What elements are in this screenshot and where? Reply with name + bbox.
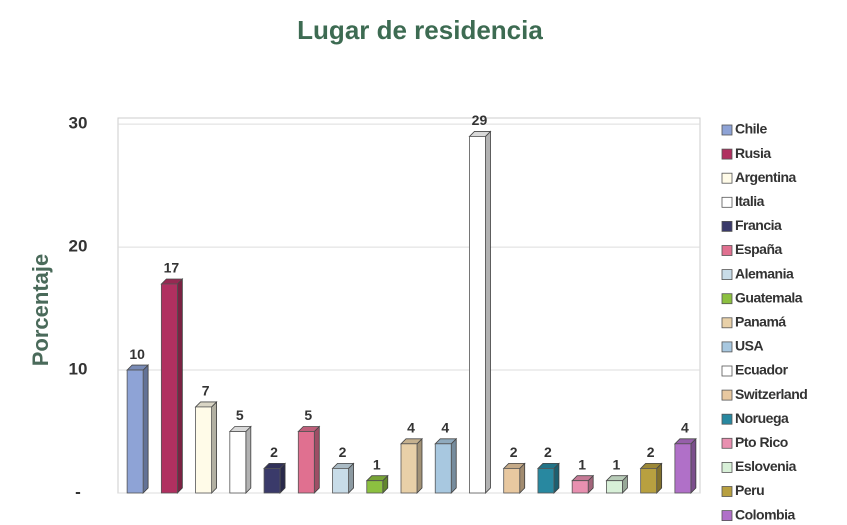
legend-swatch	[721, 317, 733, 329]
legend-label: Francia	[735, 217, 782, 233]
legend-swatch	[721, 245, 733, 256]
legend-label: Panamá	[735, 314, 786, 330]
legend-swatch	[721, 510, 733, 522]
bar	[434, 443, 452, 494]
legend-swatch	[721, 341, 733, 353]
legend-label: Rusia	[735, 145, 771, 161]
legend-swatch	[721, 196, 733, 208]
bar	[503, 468, 521, 494]
data-label: 4	[407, 420, 415, 436]
legend-swatch	[721, 124, 733, 136]
data-label: 2	[544, 444, 552, 460]
data-label: 1	[578, 456, 586, 472]
data-label: 5	[236, 407, 244, 423]
bar	[640, 468, 658, 494]
bar-side	[176, 278, 183, 494]
bar-side	[313, 425, 320, 494]
data-label: 2	[510, 444, 518, 460]
data-label: 1	[373, 456, 381, 472]
legend-swatch	[721, 413, 733, 425]
bar	[297, 431, 315, 494]
legend-label: USA	[735, 338, 763, 354]
legend-label: Noruega	[735, 410, 789, 426]
legend-swatch	[721, 172, 733, 184]
data-label: 4	[681, 420, 689, 436]
data-label: 2	[647, 444, 655, 460]
chart-title: Lugar de residencia	[297, 15, 543, 45]
data-label: 5	[304, 407, 312, 423]
y-tick-label: -	[75, 482, 81, 501]
bar-side	[690, 437, 697, 494]
data-label: 10	[129, 346, 145, 362]
bar	[571, 480, 589, 494]
bar	[126, 369, 144, 494]
legend-label: Pto Rico	[735, 434, 788, 450]
legend-label: Peru	[735, 482, 764, 498]
bar	[606, 480, 623, 494]
data-label: 4	[441, 420, 449, 436]
bar	[537, 468, 555, 494]
legend-swatch	[721, 486, 733, 497]
bar-side	[450, 437, 457, 494]
data-label: 2	[270, 444, 278, 460]
bar	[366, 480, 384, 494]
data-label: 7	[202, 383, 210, 399]
bar	[195, 406, 212, 494]
data-label: 29	[472, 112, 488, 128]
data-label: 17	[164, 260, 180, 276]
legend-swatch	[721, 437, 733, 449]
legend-swatch	[721, 293, 733, 305]
bar	[263, 468, 281, 494]
legend-label: Colombia	[735, 506, 795, 522]
legend-swatch	[721, 365, 733, 377]
data-label: 1	[613, 456, 621, 472]
legend-label: Chile	[735, 121, 767, 137]
bar	[674, 443, 692, 494]
legend-label: Italia	[735, 193, 765, 209]
legend-label: Guatemala	[735, 289, 803, 305]
bar	[400, 443, 418, 494]
y-axis-label: Porcentaje	[28, 254, 53, 367]
bar-side	[485, 130, 491, 494]
legend-swatch	[721, 389, 733, 401]
bar-side	[245, 425, 252, 494]
legend-swatch	[721, 220, 733, 232]
legend-label: Argentina	[735, 169, 797, 185]
legend-label: Switzerland	[735, 386, 807, 402]
bar	[160, 283, 178, 494]
bar	[469, 136, 486, 494]
legend-label: Alemania	[735, 265, 794, 281]
y-tick-label: 20	[69, 237, 88, 256]
y-tick-label: 10	[69, 360, 88, 379]
data-label: 2	[339, 444, 347, 460]
legend-label: Eslovenia	[735, 458, 797, 474]
legend-swatch	[721, 461, 733, 473]
bar	[229, 431, 247, 494]
bar-side	[416, 437, 423, 494]
bar-side	[142, 364, 149, 494]
legend-swatch	[721, 269, 733, 281]
legend-swatch	[721, 148, 733, 160]
bar	[332, 468, 349, 494]
y-tick-label: 30	[69, 114, 88, 133]
legend-label: Ecuador	[735, 362, 789, 378]
bar-side	[211, 400, 217, 494]
legend-label: España	[735, 241, 783, 257]
